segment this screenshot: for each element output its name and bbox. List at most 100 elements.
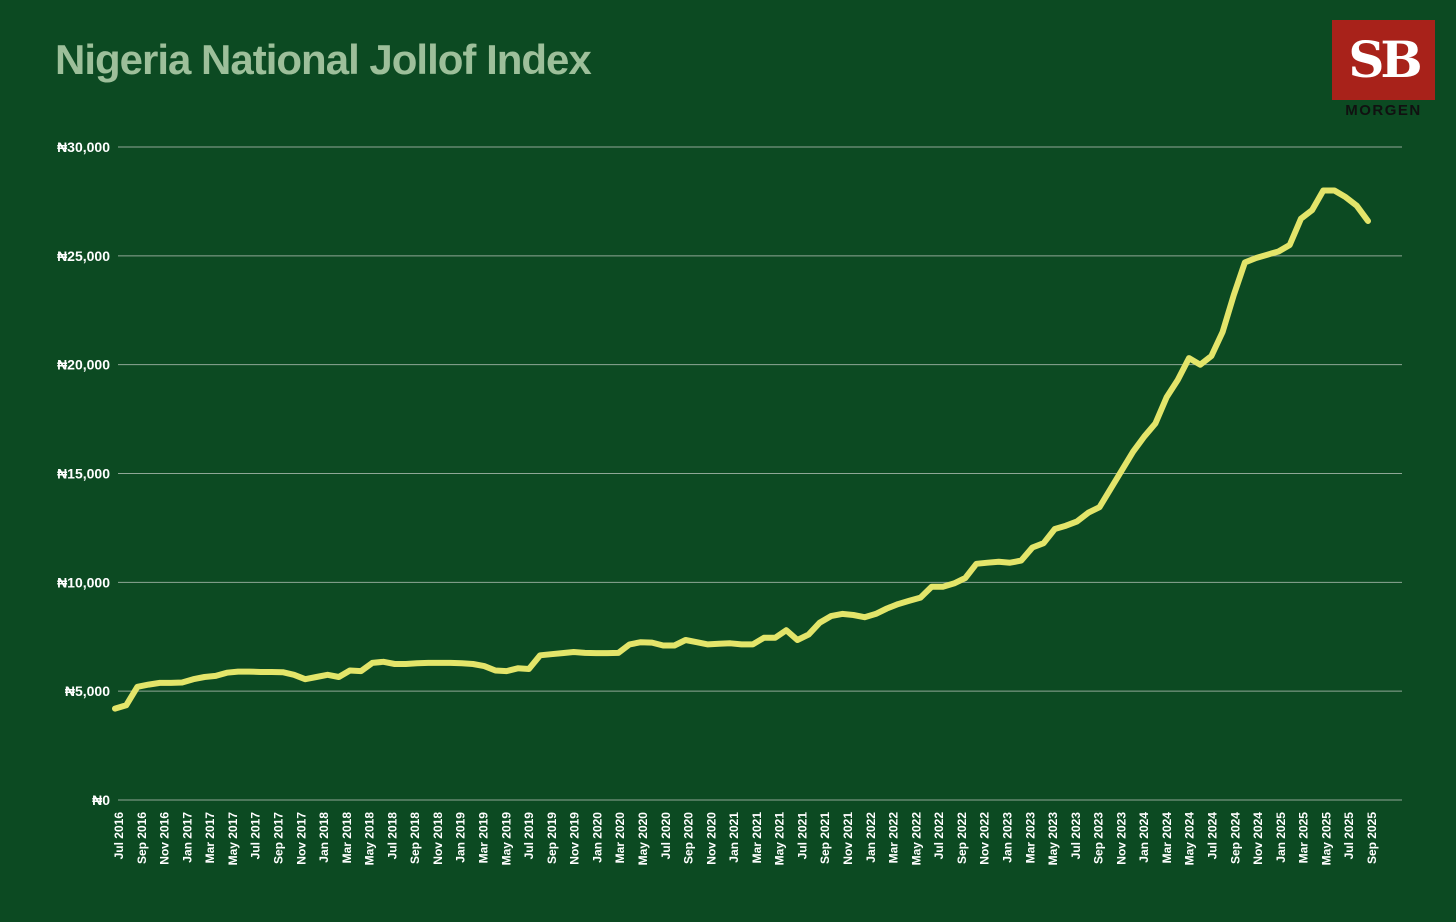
data-point [951, 580, 957, 586]
data-point [716, 641, 722, 647]
data-point [1119, 467, 1125, 473]
chart-title: Nigeria National Jollof Index [55, 36, 592, 83]
data-point [694, 639, 700, 645]
x-tick-label: May 2021 [773, 812, 787, 866]
x-tick-label: Nov 2021 [841, 812, 855, 865]
data-point [313, 674, 319, 680]
x-tick-label: Nov 2017 [294, 812, 308, 865]
y-tick-label: ₦5,000 [65, 683, 110, 699]
data-point [627, 641, 633, 647]
data-point [381, 659, 386, 665]
sb-morgen-logo: SB MORGEN [1332, 20, 1435, 120]
x-tick-label: Jul 2023 [1069, 812, 1083, 860]
x-tick-label: Jul 2016 [112, 812, 126, 860]
data-point [962, 575, 968, 581]
data-point [582, 650, 588, 656]
data-point [671, 642, 677, 648]
data-point [884, 605, 890, 611]
data-point [1085, 510, 1091, 516]
data-point [1018, 558, 1024, 564]
data-point [1231, 292, 1237, 298]
data-point [302, 676, 308, 682]
data-point [1298, 216, 1304, 222]
data-point [459, 660, 465, 666]
data-point [168, 680, 174, 686]
data-point [347, 667, 353, 673]
x-tick-label: May 2023 [1046, 812, 1060, 866]
data-point [772, 635, 778, 641]
data-point [224, 670, 230, 676]
data-point [1365, 218, 1371, 224]
data-point [280, 669, 286, 675]
data-point [213, 673, 219, 679]
x-axis: Jul 2016 Sep 2016 Nov 2016 Jan 2017 Mar 2017… [112, 812, 1379, 866]
data-point [1331, 188, 1337, 194]
data-point [850, 612, 856, 618]
data-point [112, 706, 118, 712]
data-point [817, 620, 823, 626]
data-point [291, 672, 297, 678]
data-point [548, 651, 554, 657]
data-point [705, 641, 711, 647]
data-point [839, 611, 845, 617]
x-tick-label: Jul 2024 [1206, 812, 1220, 860]
x-tick-label: Sep 2016 [135, 812, 149, 864]
x-tick-label: Sep 2024 [1228, 812, 1242, 864]
x-tick-label: Sep 2025 [1365, 812, 1379, 864]
data-point [257, 669, 263, 675]
data-point [157, 680, 163, 686]
x-tick-label: Mar 2021 [750, 812, 764, 864]
x-tick-label: Jan 2021 [727, 812, 741, 863]
data-point [492, 667, 498, 673]
data-point [403, 661, 409, 667]
x-tick-label: Mar 2019 [477, 812, 491, 864]
x-tick-label: Mar 2025 [1297, 812, 1311, 864]
data-point [996, 559, 1002, 565]
data-point [660, 642, 666, 648]
x-tick-label: Nov 2022 [978, 812, 992, 865]
x-tick-label: Nov 2016 [158, 812, 172, 865]
data-point [1097, 504, 1102, 510]
data-point [1029, 545, 1035, 551]
data-point [235, 669, 241, 675]
x-tick-label: Nov 2018 [431, 812, 445, 865]
data-point [638, 639, 644, 645]
logo-badge: SB [1332, 20, 1435, 100]
y-tick-label: ₦25,000 [57, 248, 110, 264]
data-point [448, 660, 454, 666]
data-point [1108, 486, 1114, 492]
data-point [761, 635, 767, 641]
data-point [515, 665, 521, 671]
data-point [470, 661, 476, 667]
x-tick-label: Jan 2019 [454, 812, 468, 863]
data-point [794, 637, 800, 643]
series-group [112, 187, 1371, 712]
data-point [202, 674, 207, 680]
x-tick-label: Mar 2023 [1023, 812, 1037, 864]
data-point [828, 613, 834, 619]
y-tick-label: ₦0 [92, 792, 110, 808]
y-tick-label: ₦20,000 [57, 357, 110, 373]
x-tick-label: Sep 2021 [818, 812, 832, 864]
x-tick-label: Jan 2023 [1000, 812, 1014, 863]
data-point [739, 641, 744, 647]
logo-wordmark: MORGEN [1345, 102, 1422, 119]
data-point [526, 666, 532, 672]
data-point [895, 601, 901, 607]
data-point [649, 640, 655, 646]
y-tick-label: ₦30,000 [57, 139, 110, 155]
y-axis: ₦0 ₦5,000 ₦10,000 ₦15,000 ₦20,000 ₦25,000 ₦30,… [57, 139, 110, 808]
logo-mark: SB [1348, 30, 1422, 89]
data-point [481, 663, 487, 669]
x-tick-label: Nov 2024 [1251, 812, 1265, 865]
data-point [1197, 362, 1203, 368]
data-point [134, 684, 140, 690]
data-point [179, 679, 185, 685]
data-point [683, 637, 689, 643]
x-tick-label: Jan 2020 [590, 812, 604, 863]
data-point [604, 650, 610, 656]
data-point [560, 650, 565, 656]
x-tick-label: May 2024 [1183, 812, 1197, 866]
data-point [1220, 329, 1226, 335]
data-point [325, 672, 331, 678]
